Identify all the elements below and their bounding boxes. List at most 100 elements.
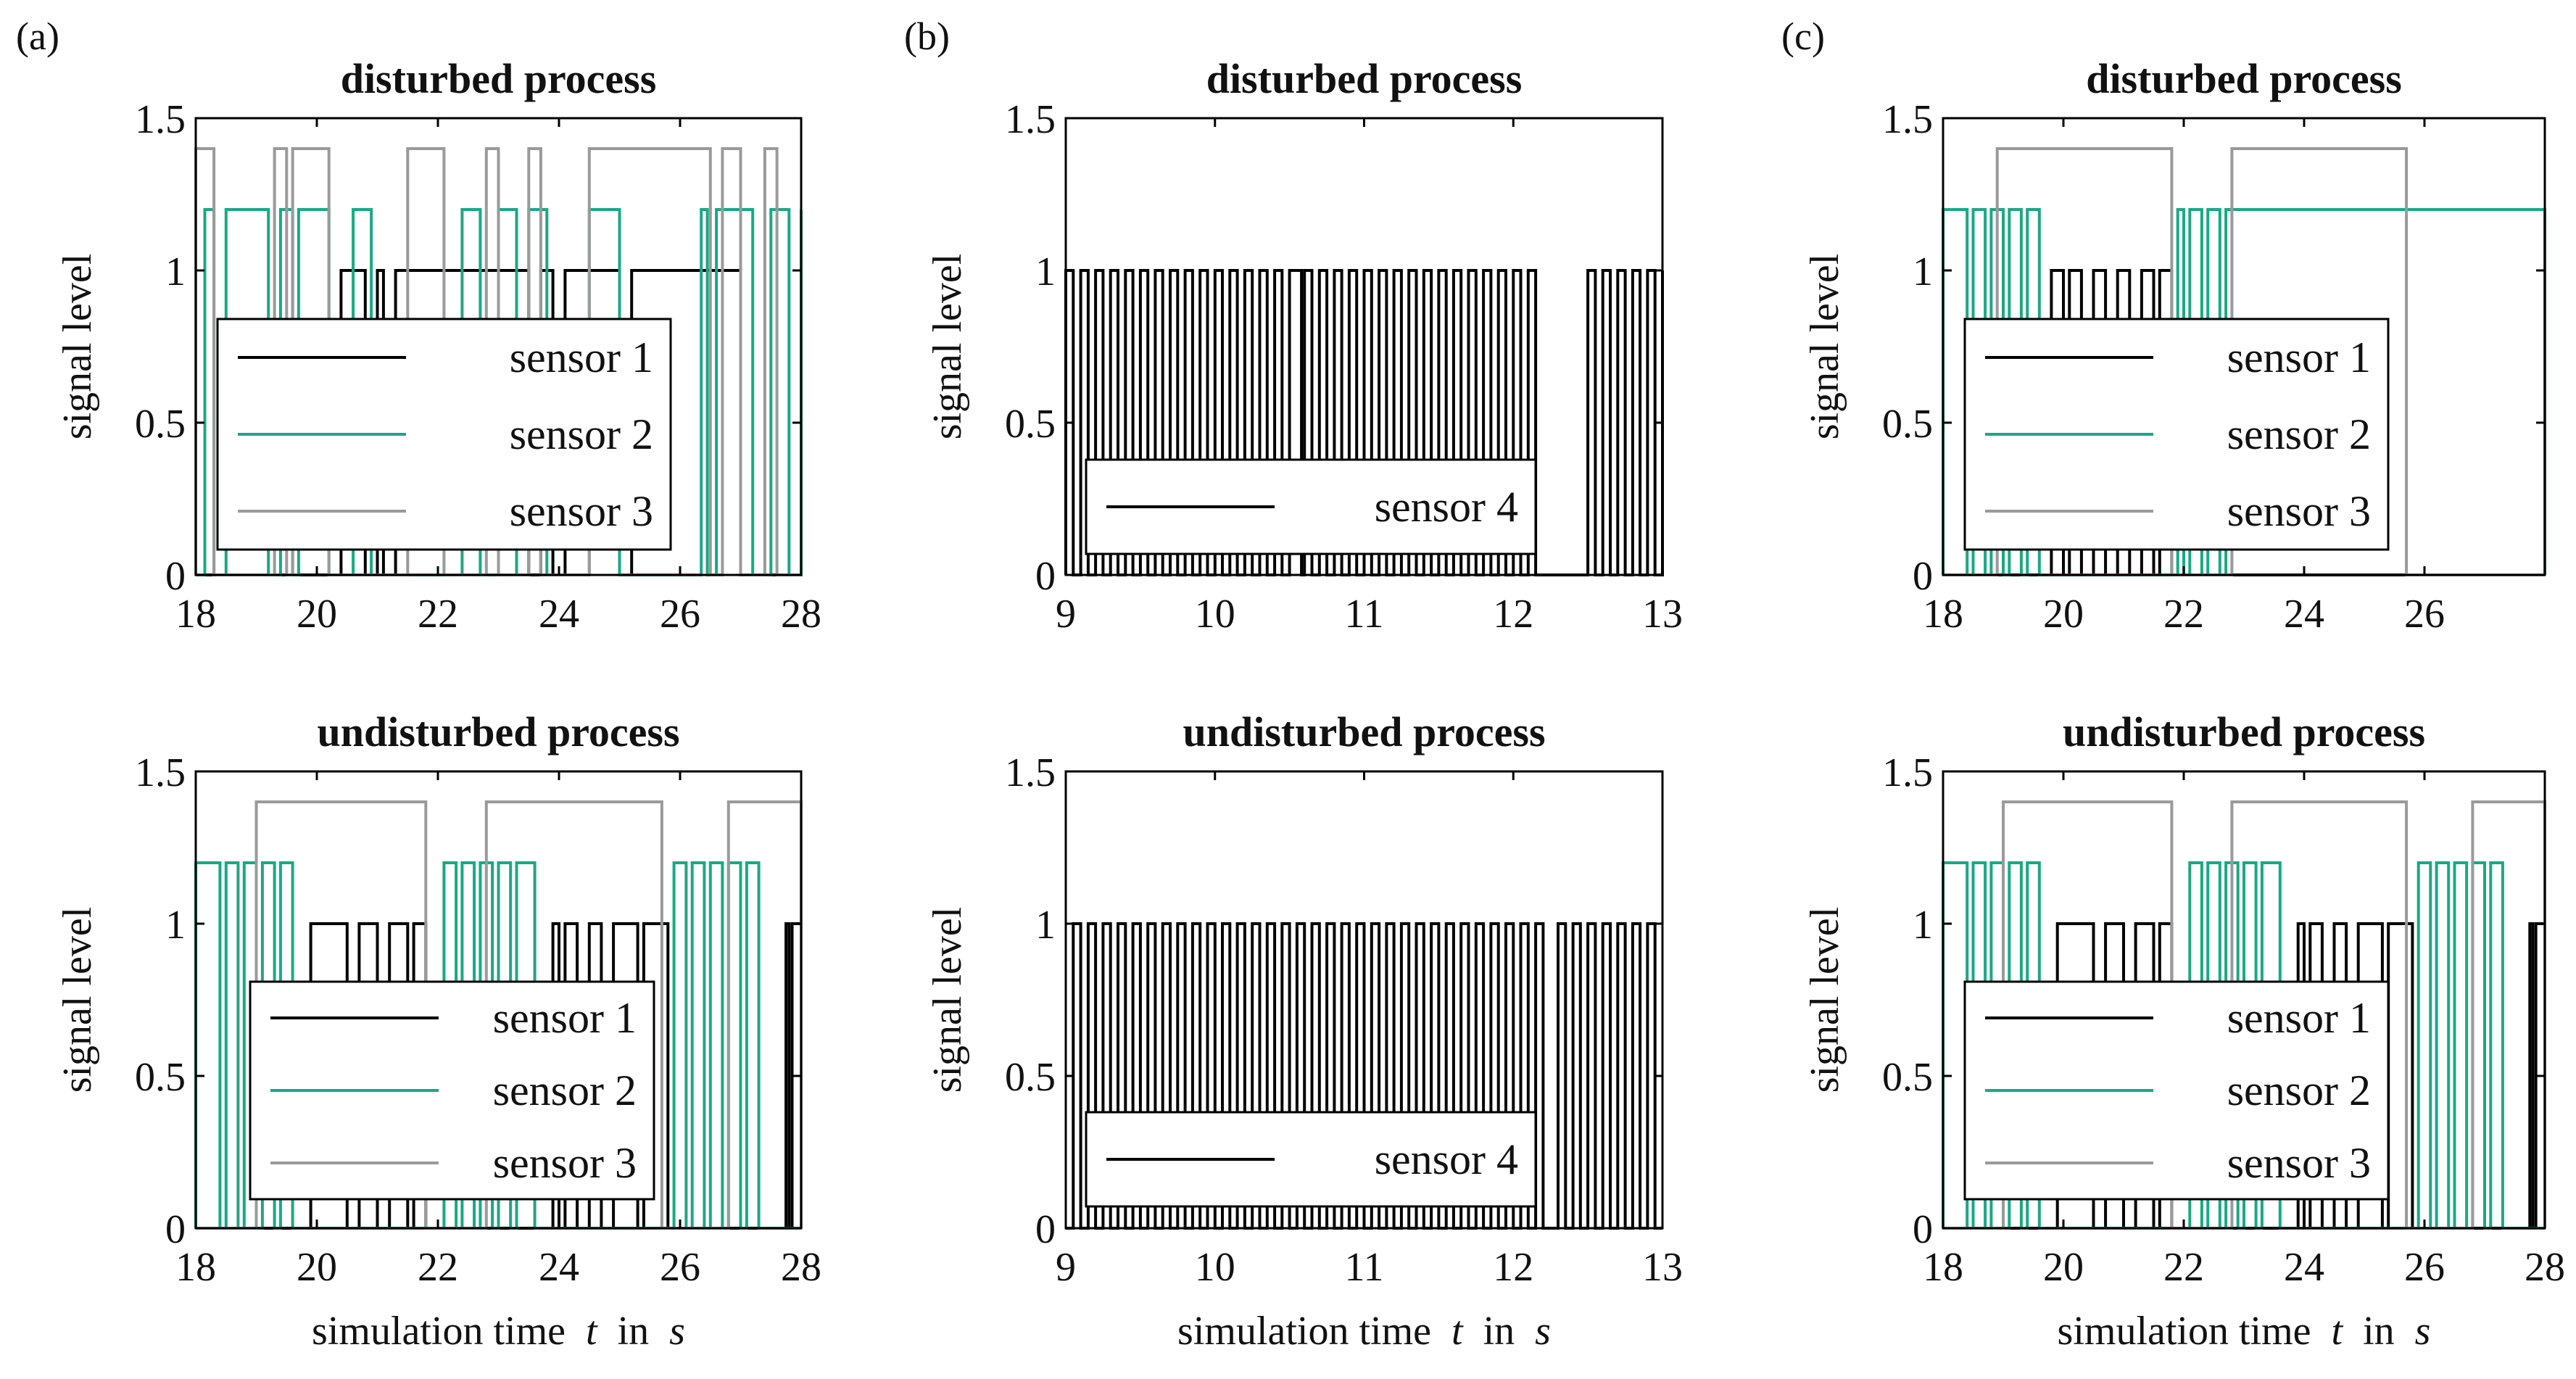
legend-label: sensor 2	[2227, 410, 2371, 458]
legend-label: sensor 4	[1375, 483, 1518, 531]
legend: sensor 1 sensor 2 sensor 3	[1963, 980, 2390, 1201]
panel-letter-c: (c)	[1781, 15, 1825, 58]
x-tick-label: 24	[539, 1245, 579, 1290]
series-sensor-2	[1942, 208, 2546, 576]
chart-a-top: disturbed process signal level 0 0.5 1 1.5 18 2…	[55, 55, 821, 637]
x-tick-label: 24	[2284, 592, 2324, 637]
x-tick-label: 10	[1195, 1245, 1235, 1290]
x-axis-label-variable: t	[566, 1309, 598, 1354]
y-tick-label: 1	[165, 249, 186, 294]
chart-b-bottom: undisturbed process signal level 0 0.5 1 1.5 9…	[925, 708, 1683, 1354]
legend-label: sensor 2	[2227, 1067, 2371, 1114]
x-tick-label: 12	[1493, 1245, 1533, 1290]
x-tick-label: 28	[781, 1245, 821, 1290]
y-tick-label: 1.5	[1882, 750, 1933, 795]
plot-frame	[1942, 117, 2546, 576]
legend-label: sensor 3	[2227, 1139, 2371, 1187]
x-tick-label: 26	[2404, 592, 2445, 637]
y-tick-label: 0.5	[1005, 1055, 1056, 1100]
y-axis-label: signal level	[1802, 907, 1847, 1093]
legend-label: sensor 4	[1375, 1135, 1518, 1183]
legend-label: sensor 2	[510, 410, 653, 458]
x-tick-label: 18	[1923, 592, 1963, 637]
plot-frame	[194, 117, 803, 576]
y-axis-label: signal level	[1802, 254, 1847, 440]
x-tick-label: 22	[418, 1245, 458, 1290]
plot-frame	[1942, 770, 2546, 1230]
x-tick-label: 18	[175, 1245, 216, 1290]
x-tick-label: 26	[660, 592, 700, 637]
x-tick-label: 22	[2163, 592, 2204, 637]
chart-title: disturbed process	[2086, 55, 2402, 102]
x-axis-label: simulation time t in s	[1177, 1309, 1551, 1354]
y-tick-label: 1	[1913, 903, 1933, 948]
plot-frame	[194, 770, 803, 1230]
legend-label: sensor 2	[493, 1067, 637, 1114]
legend-label: sensor 1	[493, 994, 637, 1042]
y-tick-label: 0.5	[1882, 402, 1933, 447]
x-tick-label: 13	[1642, 592, 1683, 637]
y-tick-label: 0.5	[1005, 402, 1056, 447]
x-tick-label: 20	[2043, 1245, 2084, 1290]
chart-title: disturbed process	[1206, 55, 1523, 102]
legend: sensor 4	[1085, 1111, 1537, 1208]
x-tick-label: 18	[1923, 1245, 1963, 1290]
x-axis-label: simulation time t in s	[312, 1309, 685, 1354]
y-tick-label: 1.5	[1882, 97, 1933, 142]
y-tick-label: 0.5	[135, 402, 186, 447]
legend-label: sensor 1	[510, 334, 653, 381]
y-tick-label: 1	[165, 903, 186, 948]
y-tick-label: 0	[1035, 1207, 1056, 1252]
legend: sensor 1 sensor 2 sensor 3	[216, 318, 672, 551]
x-tick-label: 11	[1345, 1245, 1384, 1290]
legend-label: sensor 1	[2227, 334, 2371, 381]
chart-title: disturbed process	[341, 55, 657, 102]
y-tick-label: 0.5	[1882, 1055, 1933, 1100]
y-tick-label: 0	[165, 1207, 186, 1252]
series-sensor-3	[194, 147, 801, 576]
x-tick-label: 18	[175, 592, 216, 637]
y-tick-label: 1	[1913, 249, 1933, 294]
x-axis-label-prefix: simulation time	[1177, 1309, 1431, 1354]
x-tick-label: 9	[1056, 1245, 1076, 1290]
x-tick-label: 26	[2404, 1245, 2445, 1290]
legend: sensor 4	[1085, 458, 1537, 555]
x-axis-label-middle: in	[597, 1309, 650, 1354]
x-axis-label-middle: in	[1463, 1309, 1515, 1354]
series-sensor-3	[1943, 800, 2546, 1230]
x-tick-label: 11	[1345, 592, 1384, 637]
x-tick-label: 24	[539, 592, 579, 637]
y-tick-label: 1	[1035, 903, 1056, 948]
y-tick-label: 0	[165, 554, 186, 599]
x-tick-label: 20	[297, 592, 337, 637]
legend-label: sensor 1	[2227, 994, 2371, 1042]
y-axis-label: signal level	[55, 254, 100, 440]
x-axis-label-prefix: simulation time	[2058, 1309, 2311, 1354]
y-axis-label: signal level	[55, 907, 100, 1093]
y-tick-label: 0.5	[135, 1055, 186, 1100]
x-axis-label: simulation time t in s	[2058, 1309, 2431, 1354]
series-sensor-4	[1066, 922, 1662, 1230]
chart-c-top: disturbed process signal level 0 0.5 1 1.5 18 2…	[1802, 55, 2546, 637]
x-tick-label: 10	[1195, 592, 1235, 637]
chart-b-top: disturbed process signal level 0 0.5 1 1.5 9 10…	[925, 55, 1683, 637]
x-tick-label: 9	[1056, 592, 1076, 637]
y-tick-label: 0	[1913, 1207, 1933, 1252]
x-tick-label: 13	[1642, 1245, 1683, 1290]
legend-label: sensor 3	[493, 1139, 637, 1187]
legend: sensor 1 sensor 2 sensor 3	[249, 980, 655, 1201]
x-tick-label: 28	[2525, 1245, 2565, 1290]
y-tick-label: 1	[1035, 249, 1056, 294]
x-tick-label: 22	[418, 592, 458, 637]
chart-c-bottom: undisturbed process signal level 0 0.5 1 1.5 1…	[1802, 708, 2565, 1354]
chart-title: undisturbed process	[1183, 708, 1545, 755]
legend-label: sensor 3	[510, 487, 653, 535]
panel-letter-b: (b)	[904, 15, 950, 58]
chart-title: undisturbed process	[2063, 708, 2425, 755]
y-tick-label: 1.5	[135, 97, 186, 142]
x-axis-label-middle: in	[2343, 1309, 2395, 1354]
chart-title: undisturbed process	[317, 708, 679, 755]
y-tick-label: 1.5	[1005, 750, 1056, 795]
x-axis-label-unit: s	[1515, 1309, 1551, 1354]
